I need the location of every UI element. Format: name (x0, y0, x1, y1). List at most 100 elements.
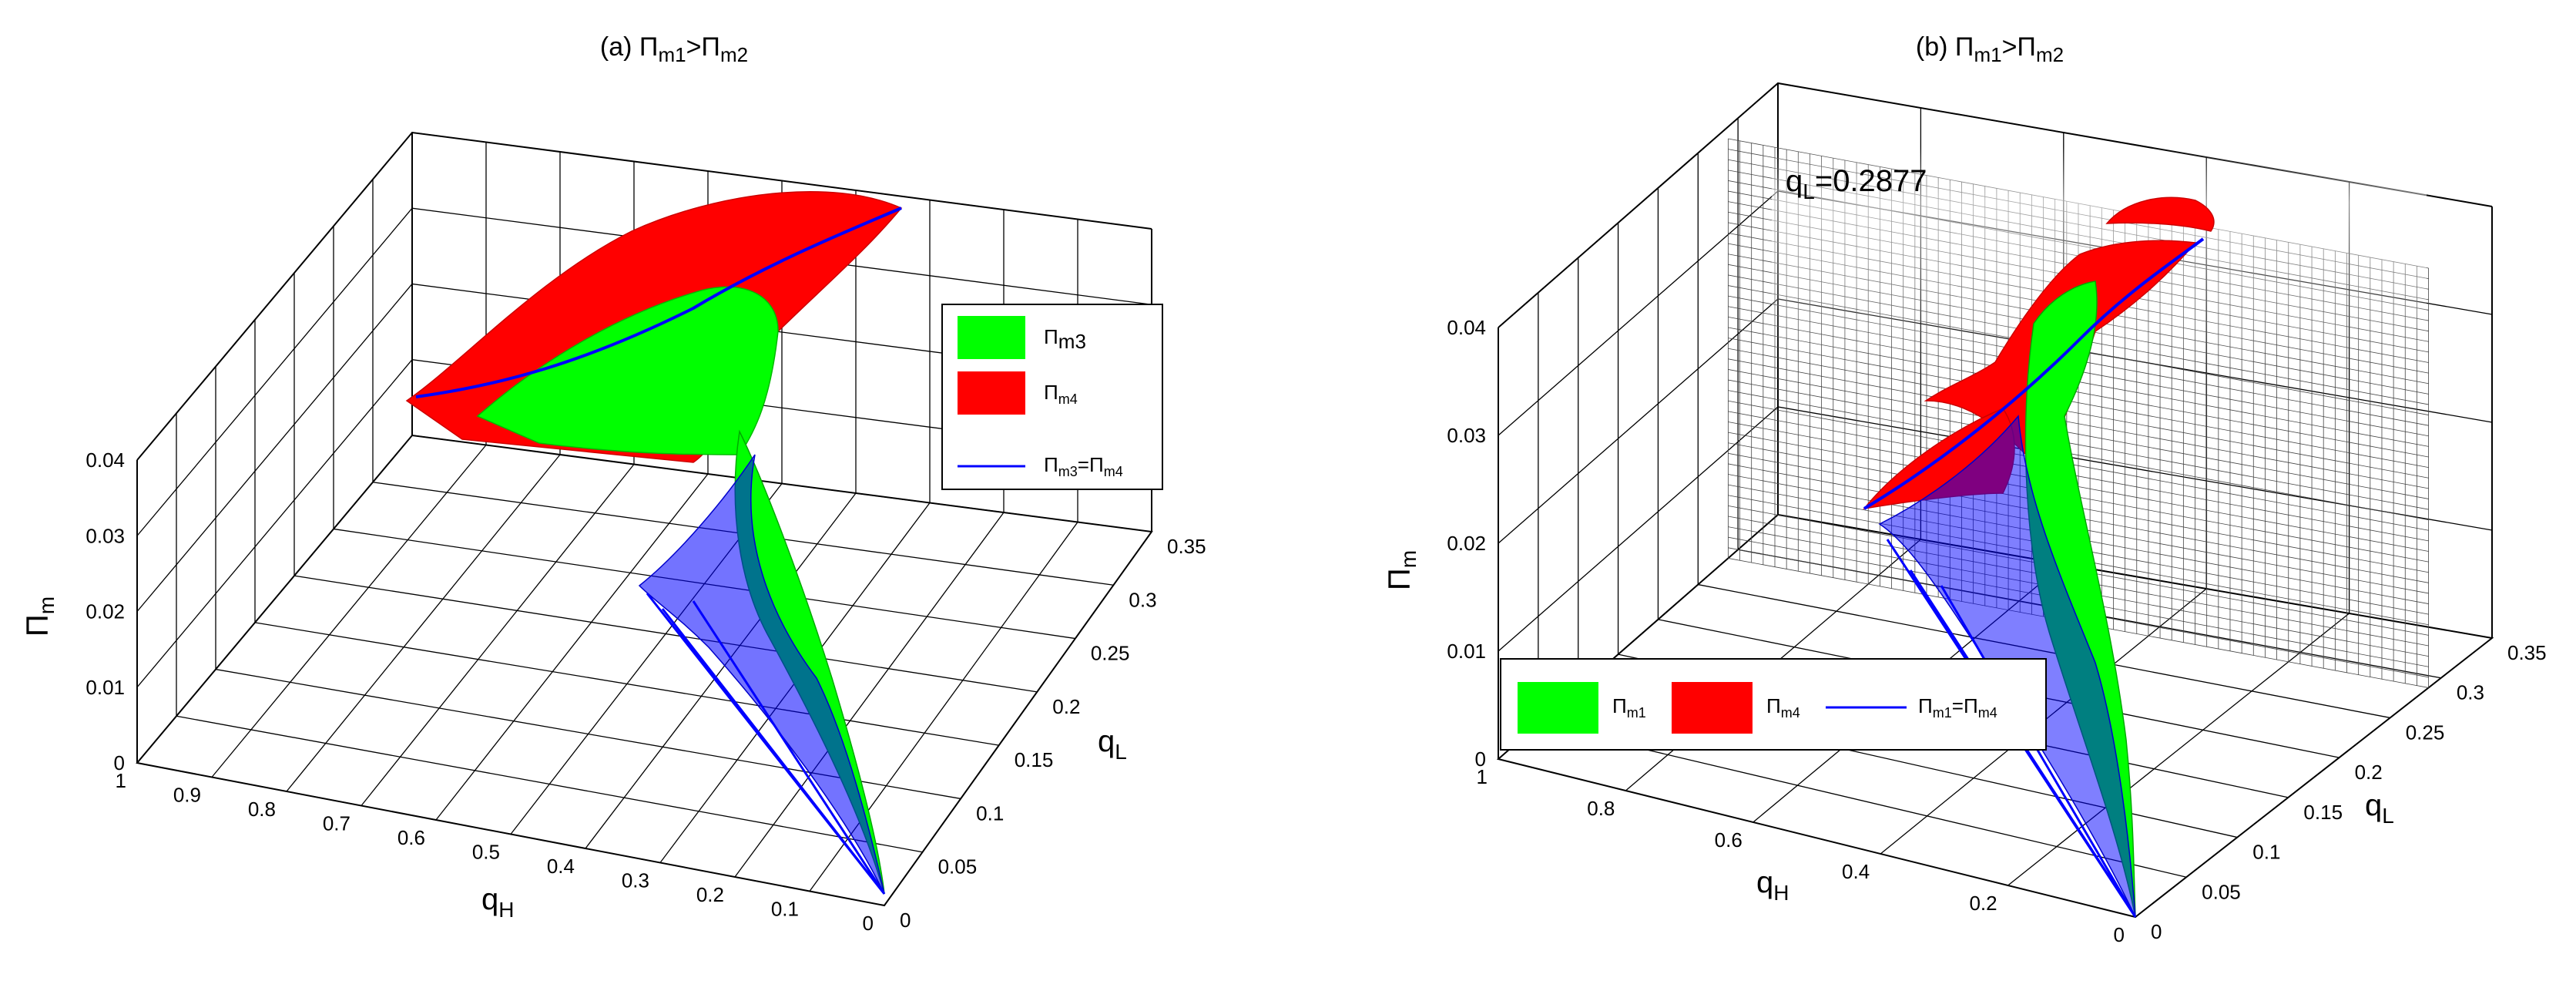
y-tick-label: 0.35 (2507, 641, 2547, 664)
y-tick-label: 0 (900, 909, 911, 932)
z-tick-label: 0.03 (1447, 424, 1486, 447)
title-a: (a) Πm1>Πm2 (600, 32, 748, 66)
y-tick-label: 0.3 (1129, 588, 1156, 611)
plane-mesh-line (1728, 400, 2429, 531)
z-tick-label: 0.03 (86, 524, 125, 547)
surface-pi-m4-cap-b (2105, 197, 2215, 232)
z-tick-label: 0.02 (1447, 532, 1486, 555)
legend-label-pi-m4: Πm4 (1044, 381, 1078, 407)
wall-grid-z (136, 132, 1152, 461)
y-tick-label: 0.1 (976, 801, 1004, 825)
y-tick-label: 0 (2151, 920, 2162, 943)
equal-curve-b-1 (1863, 237, 2205, 510)
z-tick-label: 0 (114, 751, 125, 774)
y-tick-label: 0.05 (938, 855, 978, 878)
panel-a: (a) Πm1>Πm2 Πm3 Πm4 Πm3=Πm4 (21, 32, 1206, 935)
floor-grid-y (1498, 758, 2136, 918)
y-tick-label: 0.1 (2252, 841, 2280, 864)
legend-swatch-pi-m3 (958, 316, 1025, 359)
wall-grid-z (1498, 406, 2493, 652)
z-tick-label: 0.01 (1447, 640, 1486, 663)
legend-b: Πm1 Πm4 Πm1=Πm4 (1500, 658, 2047, 751)
legend-label-pi-m1: Πm1 (1612, 694, 1646, 721)
x-tick-label: 0.4 (547, 855, 575, 878)
floor-grid-x (2135, 637, 2493, 918)
plane-mesh-line (1728, 358, 2429, 489)
title-b: (b) Πm1>Πm2 (1916, 32, 2064, 66)
equal-curve-a-2 (646, 593, 886, 895)
legend-label-pi-m3: Πm3 (1044, 325, 1086, 353)
ylabel-b: qL (2365, 788, 2394, 828)
x-tick-label: 0.5 (472, 841, 500, 864)
x-tick-label: 0.8 (1587, 797, 1615, 820)
floor-grid-x (884, 531, 1152, 906)
z-tick-label: 0.04 (1447, 316, 1486, 339)
floor-grid-x (361, 464, 635, 806)
floor-grid-x (734, 512, 1005, 878)
legend-label-equal-b: Πm1=Πm4 (1918, 694, 1997, 721)
z-tick-label: 0.04 (86, 448, 125, 472)
annotation-ql-b: qL=0.2877 (1786, 164, 1927, 203)
surfaces-a (405, 191, 903, 895)
y-tick-label: 0.25 (2406, 721, 2445, 744)
floor-grid-x (585, 492, 857, 849)
wall-grid-z (136, 207, 1152, 536)
equal-curve-a-1 (415, 207, 902, 398)
x-tick-label: 0.3 (622, 869, 649, 892)
x-tick-label: 0.2 (1969, 892, 1997, 915)
plane-mesh-line (1728, 348, 2429, 479)
x-tick-label: 0.2 (696, 883, 724, 906)
z-tick-label: 0.01 (86, 676, 125, 699)
xlabel-b: qH (1756, 865, 1789, 905)
z-tick-label: 0.02 (86, 600, 125, 623)
ticks-a: 1 0.9 0.8 0.7 0.6 0.5 0.4 0.3 0.2 0.1 0 0 0.05 0.1 0.1… (86, 448, 1206, 935)
plane-mesh-line (1728, 390, 2429, 521)
x-tick-label: 1 (116, 769, 126, 792)
wall-grid-z (136, 283, 1152, 612)
plane-mesh-line (1728, 379, 2429, 510)
y-tick-label: 0.15 (2303, 801, 2343, 824)
floor-grid-x (809, 522, 1078, 892)
zlabel-a: Πm (21, 596, 59, 637)
x-tick-label: 0.7 (323, 812, 351, 835)
ylabel-a: qL (1098, 724, 1127, 764)
x-tick-label: 0.8 (248, 798, 276, 821)
x-tick-label: 0 (863, 912, 874, 935)
floor-grid-x (2007, 613, 2350, 886)
y-tick-label: 0.15 (1015, 748, 1054, 771)
legend-swatch-pi-m4 (958, 371, 1025, 415)
wall-grid-z (136, 359, 1152, 688)
plane-mesh-line (1728, 369, 2429, 499)
legend-swatch-pi-m1 (1518, 682, 1598, 734)
surface-pi-m3-a (476, 286, 779, 455)
wall-grid-z (136, 435, 1152, 764)
xlabel-a: qH (481, 882, 514, 922)
x-tick-label: 0.6 (397, 826, 425, 849)
y-tick-label: 0.05 (2202, 880, 2241, 903)
x-tick-label: 0.9 (173, 784, 201, 807)
legend-label-pi-m4-b: Πm4 (1766, 694, 1800, 721)
x-tick-label: 0.1 (771, 898, 799, 921)
zlabel-b: Πm (1383, 550, 1420, 590)
x-tick-label: 0 (2114, 923, 2125, 946)
legend-swatch-pi-m4-b (1672, 682, 1753, 734)
floor-grid-x (286, 454, 561, 792)
panel-b: (b) Πm1>Πm2 qL=0.2877 Πm1 (1383, 32, 2547, 946)
x-tick-label: 0.6 (1715, 828, 1742, 852)
y-tick-label: 0.3 (2457, 681, 2484, 704)
floor-grid-x (435, 473, 709, 821)
y-tick-label: 0.25 (1091, 642, 1130, 665)
x-tick-label: 1 (1477, 765, 1488, 788)
y-tick-label: 0.2 (2355, 761, 2383, 784)
plane-mesh-line (1728, 411, 2429, 542)
x-tick-label: 0.4 (1842, 860, 1870, 883)
floor-grid-y (254, 622, 999, 746)
floor-grid-y (136, 762, 885, 906)
floor-grid-y (176, 715, 923, 853)
z-tick-label: 0 (1475, 747, 1486, 771)
legend-label-equal-a: Πm3=Πm4 (1044, 453, 1123, 479)
floor-grid-y (293, 575, 1038, 693)
legend-a: Πm3 Πm4 Πm3=Πm4 (941, 304, 1163, 490)
ticks-b: 1 0.8 0.6 0.4 0.2 0 0 0.05 0.1 0.15 0.2 0.25 0.3 0.35… (1447, 316, 2546, 946)
